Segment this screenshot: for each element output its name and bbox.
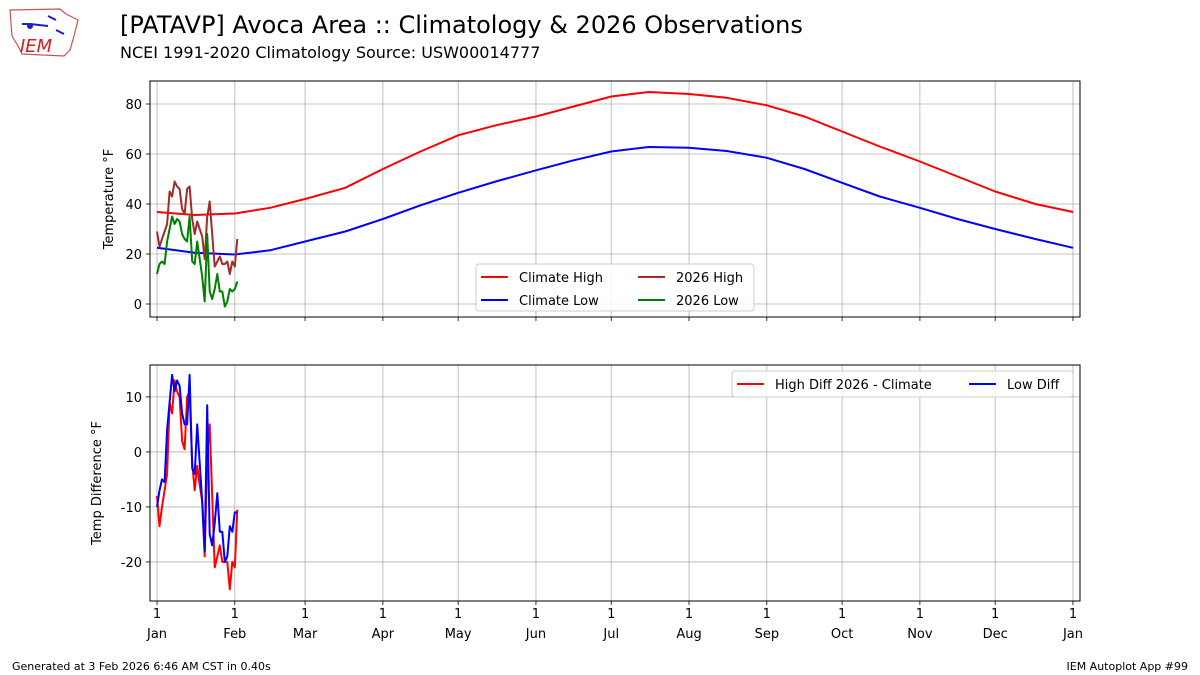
x-tick-label: 1 xyxy=(231,607,239,622)
y-tick-label: 40 xyxy=(125,198,142,213)
y-axis-label: Temp Difference °F xyxy=(90,421,105,546)
legend-label: 2026 High xyxy=(676,271,743,286)
axes-frame xyxy=(149,80,1081,318)
series-line-climate-high xyxy=(156,91,1074,216)
x-tick-label: 1 xyxy=(153,607,161,622)
y-tick-label: 20 xyxy=(125,248,142,263)
iem-logo: IEM xyxy=(9,8,79,57)
x-tick-label: 1 xyxy=(607,607,615,622)
y-tick-label: -10 xyxy=(121,501,142,516)
x-tick-label: 1 xyxy=(763,607,771,622)
x-tick-label: Mar xyxy=(293,627,318,642)
footer-generated: Generated at 3 Feb 2026 6:46 AM CST in 0… xyxy=(12,660,271,673)
series-line-climate-low xyxy=(156,146,1074,256)
legend-label: Climate High xyxy=(519,271,603,286)
legend-box xyxy=(475,263,755,312)
x-tick-label: 1 xyxy=(301,607,309,622)
y-tick-label: 80 xyxy=(125,98,142,113)
axes-frame xyxy=(149,364,1081,602)
y-tick-label: 60 xyxy=(125,148,142,163)
y-tick-label: -20 xyxy=(121,556,142,571)
x-tick-label: Aug xyxy=(676,627,701,642)
panel-2: 1 Jan 1 Feb 1 Mar 1 Apr 1 May 1 Jun 1 Jul 1 Aug 1 Sep 1 Oct… xyxy=(90,364,1083,642)
x-tick-label: 1 xyxy=(685,607,693,622)
x-tick-label: Jun xyxy=(525,627,546,642)
legend-label: Climate Low xyxy=(519,294,599,309)
footer-app: IEM Autoplot App #99 xyxy=(1066,660,1189,673)
series-line-2026-low xyxy=(156,215,239,308)
x-tick-label: Jul xyxy=(602,627,619,642)
series-line-2026-high xyxy=(156,180,239,275)
x-tick-label: Nov xyxy=(907,627,933,642)
x-tick-label: 1 xyxy=(1069,607,1077,622)
y-axis-label: Temperature °F xyxy=(102,149,117,250)
x-tick-label: Apr xyxy=(372,627,395,642)
page-title: [PATAVP] Avoca Area :: Climatology & 202… xyxy=(120,11,803,39)
svg-text:IEM: IEM xyxy=(20,36,53,57)
legend-label: High Diff 2026 - Climate xyxy=(775,378,932,393)
x-tick-label: 1 xyxy=(532,607,540,622)
x-tick-label: Sep xyxy=(755,627,780,642)
x-tick-label: Jan xyxy=(146,627,167,642)
x-tick-label: Feb xyxy=(223,627,246,642)
x-tick-label: 1 xyxy=(991,607,999,622)
x-tick-label: May xyxy=(445,627,472,642)
y-tick-label: 0 xyxy=(134,298,142,313)
legend: High Diff 2026 - Climate Low Diff xyxy=(731,370,1074,398)
x-tick-label: 1 xyxy=(916,607,924,622)
y-tick-label: 0 xyxy=(134,446,142,461)
x-tick-label: 1 xyxy=(379,607,387,622)
legend-label: Low Diff xyxy=(1007,378,1060,393)
legend-box xyxy=(731,370,1074,398)
x-tick-label: Dec xyxy=(983,627,1008,642)
legend: Climate High Climate Low 2026 High 2026 Low xyxy=(475,263,755,312)
x-tick-label: Jan xyxy=(1062,627,1083,642)
page-subtitle: NCEI 1991-2020 Climatology Source: USW00… xyxy=(120,43,541,62)
x-tick-label: 1 xyxy=(838,607,846,622)
x-tick-label: 1 xyxy=(454,607,462,622)
series-line-low-diff xyxy=(156,373,238,563)
legend-label: 2026 Low xyxy=(676,294,739,309)
x-tick-label: Oct xyxy=(831,627,853,642)
y-tick-label: 10 xyxy=(125,391,142,406)
